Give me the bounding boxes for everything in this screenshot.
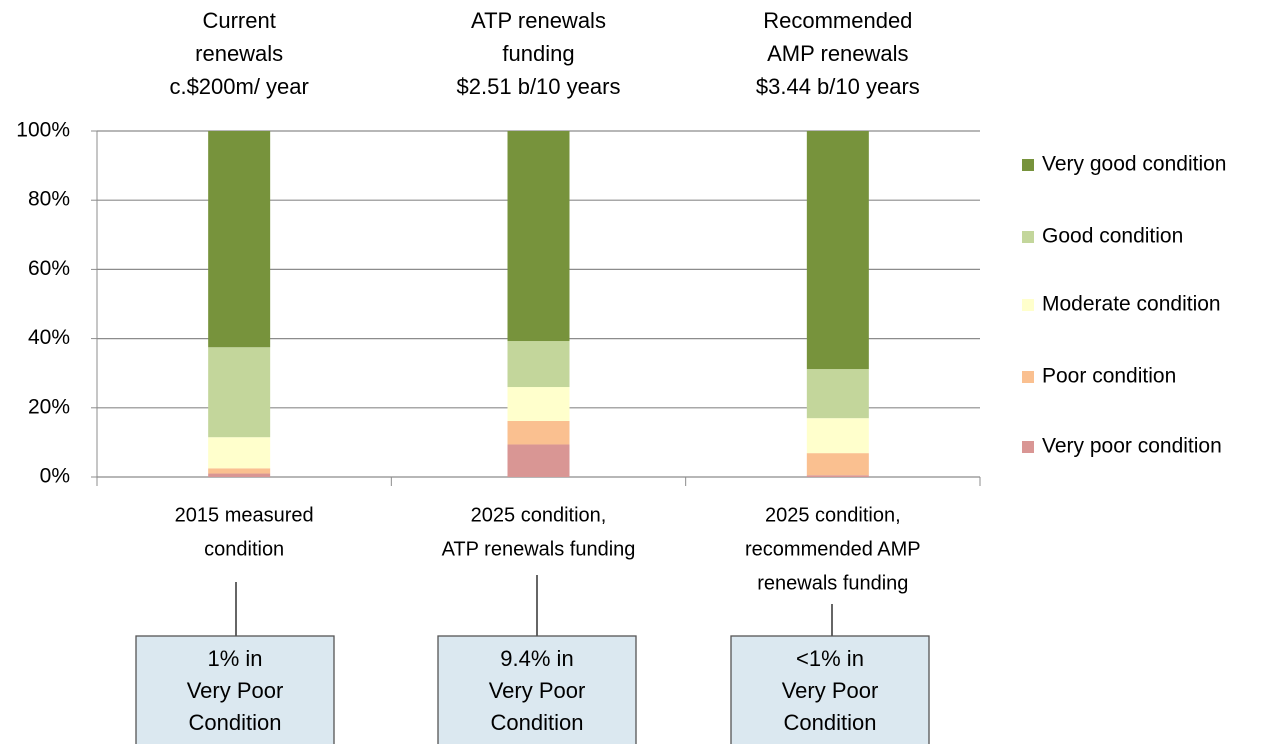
bar-segment bbox=[507, 131, 570, 342]
x-tick-label: ATP renewals funding bbox=[442, 538, 636, 560]
annotation-text: Very Poor bbox=[782, 678, 879, 703]
legend-label: Very poor condition bbox=[1042, 435, 1222, 458]
bar-segment bbox=[507, 387, 570, 421]
legend-swatch bbox=[1022, 299, 1034, 311]
x-tick-label: 2015 measured bbox=[175, 504, 314, 526]
x-tick-label: 2025 condition, bbox=[765, 504, 901, 526]
annotation-text: Very Poor bbox=[489, 678, 586, 703]
annotation-text: Very Poor bbox=[187, 678, 284, 703]
bar-header: $3.44 b/10 years bbox=[756, 74, 920, 99]
bar-header: c.$200m/ year bbox=[169, 74, 308, 99]
y-tick-label: 40% bbox=[28, 326, 70, 349]
legend-swatch bbox=[1022, 231, 1034, 243]
annotation-text: <1% in bbox=[796, 646, 864, 671]
legend-swatch bbox=[1022, 371, 1034, 383]
legend-label: Good condition bbox=[1042, 225, 1183, 248]
annotation-text: 1% in bbox=[207, 646, 262, 671]
bar-segment bbox=[208, 131, 271, 348]
annotation-text: Condition bbox=[784, 710, 877, 735]
legend-label: Very good condition bbox=[1042, 153, 1226, 176]
bar-header: Recommended bbox=[763, 8, 912, 33]
y-tick-label: 60% bbox=[28, 257, 70, 280]
bar-header: Current bbox=[202, 8, 275, 33]
bar-segment bbox=[806, 475, 869, 477]
x-tick-label: renewals funding bbox=[757, 572, 908, 594]
legend-label: Poor condition bbox=[1042, 365, 1176, 388]
bar-segment bbox=[507, 341, 570, 388]
bar-segment bbox=[806, 131, 869, 370]
bar-header: AMP renewals bbox=[767, 41, 908, 66]
legend-swatch bbox=[1022, 441, 1034, 453]
bar-header: ATP renewals bbox=[471, 8, 606, 33]
bar-header: $2.51 b/10 years bbox=[457, 74, 621, 99]
bar-segment bbox=[806, 418, 869, 454]
x-tick-label: recommended AMP bbox=[745, 538, 921, 560]
annotation-text: Condition bbox=[189, 710, 282, 735]
x-tick-label: condition bbox=[204, 538, 284, 560]
annotation-box bbox=[730, 635, 930, 744]
bar-header: renewals bbox=[195, 41, 283, 66]
y-tick-label: 100% bbox=[16, 119, 70, 142]
legend-swatch bbox=[1022, 159, 1034, 171]
annotation-box bbox=[135, 635, 335, 744]
bar-segment bbox=[208, 437, 271, 469]
annotation-text: Condition bbox=[491, 710, 584, 735]
bar-segment bbox=[208, 473, 271, 477]
bar-segment bbox=[806, 453, 869, 476]
bar-segment bbox=[507, 420, 570, 445]
y-tick-label: 0% bbox=[40, 465, 70, 488]
annotation-text: 9.4% in bbox=[500, 646, 573, 671]
legend-label: Moderate condition bbox=[1042, 293, 1221, 316]
bar-segment bbox=[208, 347, 271, 438]
y-tick-label: 80% bbox=[28, 188, 70, 211]
annotation-box bbox=[437, 635, 637, 744]
y-tick-label: 20% bbox=[28, 395, 70, 418]
bar-segment bbox=[208, 468, 271, 474]
bar-header: funding bbox=[502, 41, 574, 66]
bar-segment bbox=[507, 444, 570, 477]
bar-segment bbox=[806, 369, 869, 419]
x-tick-label: 2025 condition, bbox=[471, 504, 607, 526]
